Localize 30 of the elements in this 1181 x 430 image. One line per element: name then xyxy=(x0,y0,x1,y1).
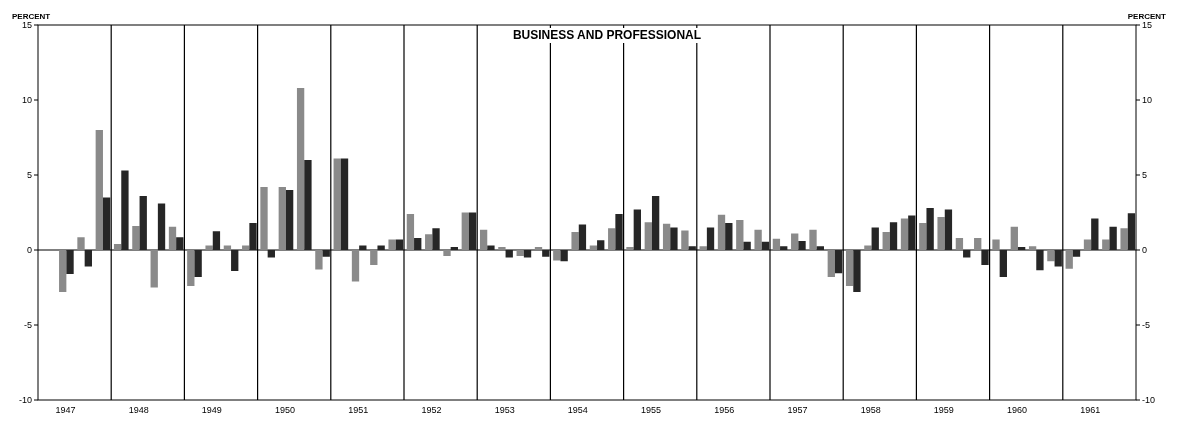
y-tick-label: 0 xyxy=(26,245,32,256)
y2-tick-label: 10 xyxy=(1142,95,1153,106)
x-tick-label: 1961 xyxy=(1080,405,1101,415)
x-tick-label: 1953 xyxy=(494,405,515,415)
x-tick-label: 1951 xyxy=(348,405,369,415)
x-tick-label: 1949 xyxy=(201,405,222,415)
y-tick-label: -5 xyxy=(23,320,32,331)
y-axis-title: PERCENT xyxy=(12,12,51,21)
x-tick-label: 1947 xyxy=(55,405,76,415)
y2-axis-title: PERCENT xyxy=(1127,12,1167,21)
y2-tick-label: 5 xyxy=(1142,170,1148,181)
x-tick-label: 1950 xyxy=(275,405,296,415)
x-tick-label: 1959 xyxy=(933,405,954,415)
x-tick-label: 1954 xyxy=(567,405,588,415)
y-tick-label: 10 xyxy=(21,95,32,106)
x-tick-label: 1960 xyxy=(1007,405,1028,415)
y-tick-label: 5 xyxy=(26,170,32,181)
y-tick-label: -10 xyxy=(18,395,32,406)
x-tick-label: 1948 xyxy=(128,405,149,415)
y-tick-label: 15 xyxy=(21,20,32,31)
chart-title: BUSINESS AND PROFESSIONAL xyxy=(512,28,702,42)
x-tick-label: 1957 xyxy=(787,405,808,415)
y2-tick-label: 15 xyxy=(1142,20,1153,31)
x-tick-label: 1956 xyxy=(714,405,735,415)
y2-tick-label: 0 xyxy=(1142,245,1148,256)
x-tick-label: 1958 xyxy=(860,405,881,415)
x-tick-label: 1952 xyxy=(421,405,442,415)
x-tick-label: 1955 xyxy=(641,405,662,415)
y2-tick-label: -10 xyxy=(1142,395,1156,406)
y2-tick-label: -5 xyxy=(1142,320,1151,331)
